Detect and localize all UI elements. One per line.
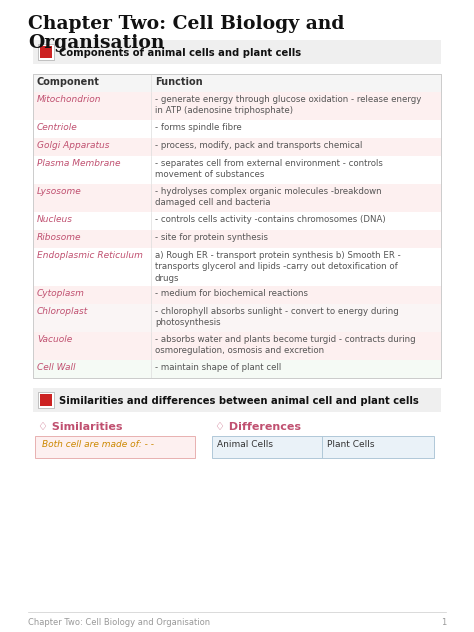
- Text: Components of animal cells and plant cells: Components of animal cells and plant cel…: [59, 48, 301, 58]
- Bar: [33, 212, 441, 230]
- Bar: [33, 156, 441, 184]
- Text: Animal Cells: Animal Cells: [217, 440, 273, 449]
- Text: ♢ Differences: ♢ Differences: [215, 422, 301, 432]
- Bar: [33, 248, 441, 286]
- Text: Organisation: Organisation: [28, 34, 164, 52]
- Bar: [33, 74, 441, 92]
- Bar: [33, 388, 441, 412]
- Text: - forms spindle fibre: - forms spindle fibre: [155, 123, 242, 132]
- Bar: [40, 394, 52, 406]
- Bar: [35, 436, 195, 458]
- Text: Centriole: Centriole: [37, 123, 78, 132]
- Text: - maintain shape of plant cell: - maintain shape of plant cell: [155, 363, 281, 372]
- Text: Cell Wall: Cell Wall: [37, 363, 75, 372]
- Text: Cytoplasm: Cytoplasm: [37, 289, 85, 298]
- Text: - site for protein synthesis: - site for protein synthesis: [155, 233, 268, 242]
- Bar: [33, 360, 441, 378]
- Text: - generate energy through glucose oxidation - release energy
in ATP (adenosine t: - generate energy through glucose oxidat…: [155, 95, 421, 116]
- Bar: [33, 40, 441, 64]
- Bar: [33, 92, 441, 120]
- Text: Plant Cells: Plant Cells: [327, 440, 374, 449]
- Bar: [38, 392, 54, 408]
- Bar: [33, 184, 441, 212]
- Text: - medium for biochemical reactions: - medium for biochemical reactions: [155, 289, 308, 298]
- Text: Chapter Two: Cell Biology and: Chapter Two: Cell Biology and: [28, 15, 345, 33]
- Text: Endoplasmic Reticulum: Endoplasmic Reticulum: [37, 251, 143, 260]
- Text: - controls cells activity -contains chromosomes (DNA): - controls cells activity -contains chro…: [155, 215, 386, 224]
- Text: - separates cell from external environment - controls
movement of substances: - separates cell from external environme…: [155, 159, 383, 179]
- Text: a) Rough ER - transport protein synthesis b) Smooth ER -
transports glycerol and: a) Rough ER - transport protein synthesi…: [155, 251, 401, 283]
- Text: Vacuole: Vacuole: [37, 335, 72, 344]
- Text: - absorbs water and plants become turgid - contracts during
osmoregulation, osmo: - absorbs water and plants become turgid…: [155, 335, 416, 355]
- Bar: [33, 138, 441, 156]
- Bar: [33, 332, 441, 360]
- Text: - hydrolyses complex organic molecules -breakdown
damaged cell and bacteria: - hydrolyses complex organic molecules -…: [155, 187, 382, 207]
- Text: Function: Function: [155, 77, 202, 87]
- Text: Lysosome: Lysosome: [37, 187, 82, 196]
- Text: ♢ Similarities: ♢ Similarities: [38, 422, 122, 432]
- Text: - chlorophyll absorbs sunlight - convert to energy during
photosynthesis: - chlorophyll absorbs sunlight - convert…: [155, 307, 399, 327]
- Text: 1: 1: [441, 618, 446, 627]
- Bar: [212, 436, 434, 458]
- Text: Chloroplast: Chloroplast: [37, 307, 88, 316]
- Bar: [38, 44, 54, 60]
- Bar: [33, 286, 441, 304]
- Text: Nucleus: Nucleus: [37, 215, 73, 224]
- Text: Plasma Membrane: Plasma Membrane: [37, 159, 120, 168]
- Text: Component: Component: [37, 77, 100, 87]
- Bar: [33, 304, 441, 332]
- Text: - process, modify, pack and transports chemical: - process, modify, pack and transports c…: [155, 141, 363, 150]
- Bar: [33, 74, 441, 378]
- Text: Golgi Apparatus: Golgi Apparatus: [37, 141, 109, 150]
- Text: Mitochondrion: Mitochondrion: [37, 95, 101, 104]
- Bar: [33, 230, 441, 248]
- Text: Chapter Two: Cell Biology and Organisation: Chapter Two: Cell Biology and Organisati…: [28, 618, 210, 627]
- Text: Both cell are made of: - -: Both cell are made of: - -: [42, 440, 154, 449]
- Text: Similarities and differences between animal cell and plant cells: Similarities and differences between ani…: [59, 396, 419, 406]
- Bar: [33, 120, 441, 138]
- Text: Ribosome: Ribosome: [37, 233, 82, 242]
- Bar: [40, 46, 52, 58]
